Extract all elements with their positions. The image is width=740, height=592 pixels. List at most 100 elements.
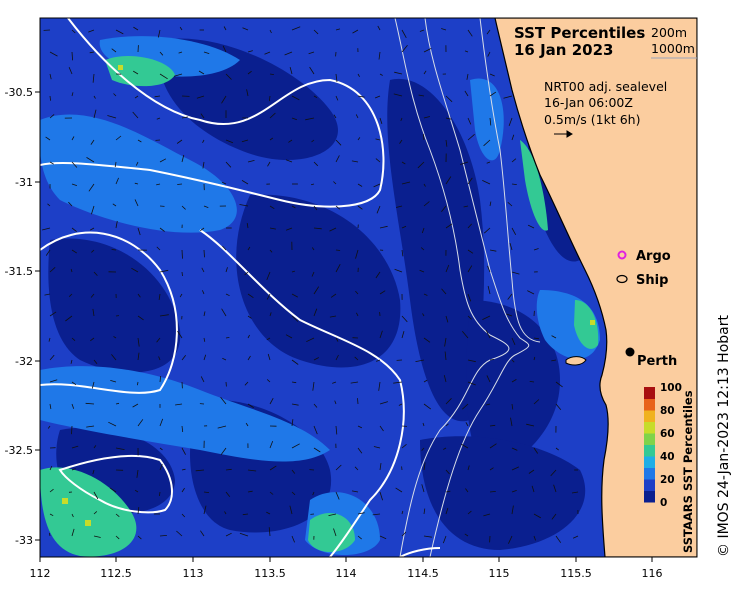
current-arrow	[489, 359, 495, 361]
current-arrow	[137, 315, 144, 321]
current-arrow	[68, 293, 73, 297]
current-arrow	[482, 180, 491, 185]
current-arrow	[401, 330, 405, 339]
credit-text: © IMOS 24-Jan-2023 12:13 Hobart	[716, 315, 732, 557]
current-arrow	[399, 139, 403, 144]
current-arrow	[333, 181, 337, 185]
current-arrow	[445, 490, 451, 493]
current-arrow	[378, 51, 381, 60]
colorbar-tick: 80	[660, 405, 675, 417]
current-arrow	[93, 491, 99, 500]
current-arrow	[247, 293, 254, 299]
current-arrow	[71, 425, 73, 435]
current-arrow	[71, 381, 77, 386]
current-arrow	[49, 73, 52, 80]
current-arrow	[159, 73, 168, 80]
current-arrow	[159, 158, 167, 163]
current-arrow	[70, 359, 73, 364]
current-arrow	[71, 249, 78, 254]
current-arrow	[509, 242, 513, 251]
current-arrow	[462, 403, 469, 410]
current-arrow	[176, 139, 183, 144]
colorbar-swatch	[644, 467, 655, 480]
current-arrow	[288, 139, 293, 143]
current-arrow	[247, 315, 252, 319]
current-arrow	[181, 447, 186, 455]
current-arrow	[571, 491, 579, 494]
isobath-legend-1000m: 1000m	[651, 41, 695, 56]
current-arrow	[550, 469, 557, 477]
current-arrow	[465, 422, 469, 427]
current-arrow	[357, 398, 359, 405]
y-tick-label: -32	[15, 355, 33, 368]
current-arrow	[285, 159, 293, 163]
current-arrow	[203, 205, 209, 208]
current-arrow	[247, 469, 257, 472]
current-arrow	[86, 425, 95, 428]
current-arrow	[137, 381, 139, 386]
current-arrow	[269, 205, 275, 210]
current-arrow	[373, 446, 381, 449]
current-arrow	[445, 507, 449, 515]
current-arrow	[181, 487, 185, 493]
current-arrow	[285, 227, 293, 231]
current-arrow	[268, 527, 271, 537]
current-arrow	[355, 249, 359, 259]
current-arrow	[467, 381, 476, 386]
current-arrow	[115, 535, 120, 540]
current-arrow	[159, 491, 161, 497]
current-arrow	[421, 227, 425, 234]
current-arrow	[486, 375, 491, 383]
current-arrow	[291, 359, 299, 365]
current-arrow	[177, 330, 183, 339]
current-arrow	[269, 29, 272, 34]
current-arrow	[489, 73, 495, 77]
current-arrow	[266, 379, 271, 383]
current-arrow	[313, 357, 319, 361]
current-arrow	[467, 249, 474, 254]
current-arrow	[181, 271, 183, 277]
current-arrow	[159, 418, 164, 427]
current-arrow	[415, 359, 425, 362]
current-arrow	[115, 177, 119, 185]
current-arrow	[225, 293, 230, 297]
current-arrow	[375, 271, 381, 279]
colorbar-tick: 0	[660, 497, 667, 509]
current-arrow	[354, 466, 359, 471]
current-arrow	[203, 311, 206, 317]
current-arrow	[71, 468, 76, 471]
yellow-speckles	[62, 65, 595, 526]
current-arrow	[134, 489, 139, 493]
current-arrow	[350, 381, 359, 384]
current-arrow	[379, 535, 387, 540]
current-arrow	[109, 487, 117, 493]
current-arrow	[507, 201, 513, 207]
current-arrow	[423, 337, 431, 343]
current-arrow	[356, 312, 359, 317]
current-arrow	[134, 95, 139, 99]
colorbar-swatch	[644, 387, 655, 399]
current-arrow	[528, 469, 535, 474]
current-arrow	[401, 531, 407, 537]
current-arrow	[394, 268, 403, 273]
current-arrow	[88, 183, 95, 192]
perth-label: Perth	[637, 354, 677, 369]
current-arrow	[179, 293, 183, 298]
current-arrow	[467, 133, 475, 141]
current-arrow	[376, 359, 381, 362]
current-arrow	[511, 134, 515, 141]
colorbar-swatch	[644, 490, 655, 503]
current-arrow	[70, 268, 73, 273]
current-arrow	[132, 111, 139, 119]
current-arrow	[239, 532, 249, 537]
current-arrow	[93, 535, 101, 538]
current-arrow	[291, 293, 298, 298]
current-arrow	[506, 313, 513, 317]
current-arrow	[467, 465, 470, 471]
current-arrow	[48, 337, 51, 342]
current-arrow	[310, 183, 315, 186]
current-arrow	[508, 117, 513, 127]
current-arrow	[489, 424, 496, 427]
current-arrow	[423, 48, 432, 53]
current-arrow	[173, 73, 183, 77]
